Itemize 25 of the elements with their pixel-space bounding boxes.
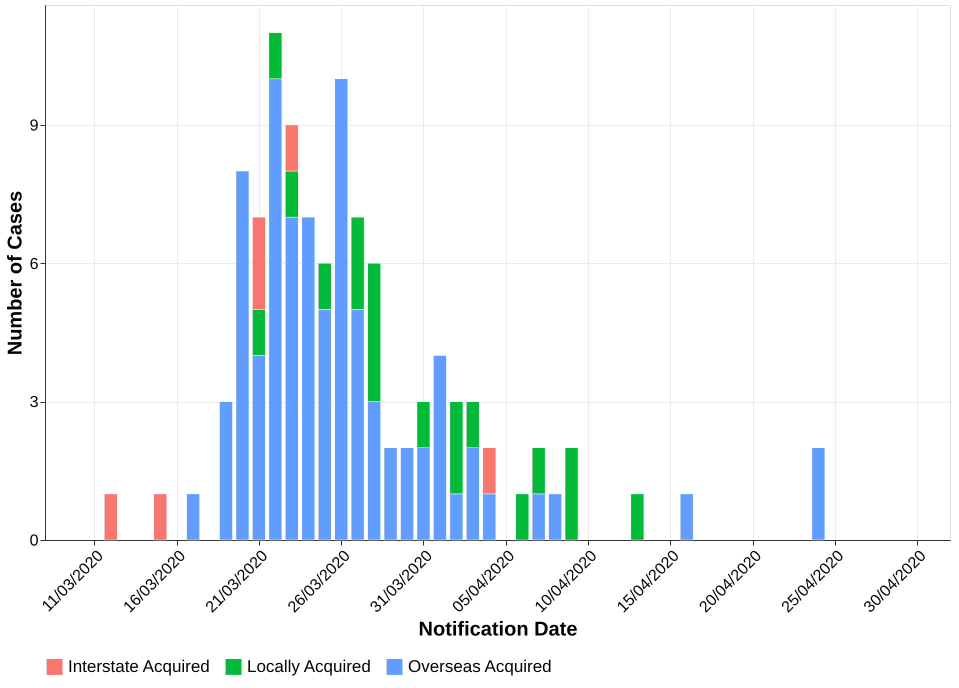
bar — [515, 494, 529, 540]
bar — [400, 448, 414, 540]
y-tick-label: 3 — [30, 394, 39, 412]
bar — [680, 494, 694, 540]
y-axis-title: Number of Cases — [4, 190, 27, 356]
bar — [548, 494, 562, 540]
bar — [564, 448, 578, 540]
bar — [236, 170, 250, 540]
x-axis-title: Notification Date — [418, 618, 578, 640]
legend-label: Locally Acquired — [247, 656, 371, 676]
bar — [186, 494, 200, 540]
bar — [104, 494, 118, 540]
bar — [384, 448, 398, 540]
y-tick-label: 9 — [30, 117, 39, 134]
legend-label: Overseas Acquired — [408, 656, 552, 676]
bar — [334, 78, 348, 540]
bar — [219, 401, 233, 540]
bar — [630, 494, 644, 540]
y-tick-label: 0 — [30, 532, 39, 550]
bar — [433, 355, 447, 540]
y-tick-label: 6 — [30, 256, 39, 273]
legend-label: Interstate Acquired — [68, 656, 210, 676]
bar — [812, 448, 826, 540]
bar — [302, 216, 316, 540]
bar — [153, 494, 167, 540]
